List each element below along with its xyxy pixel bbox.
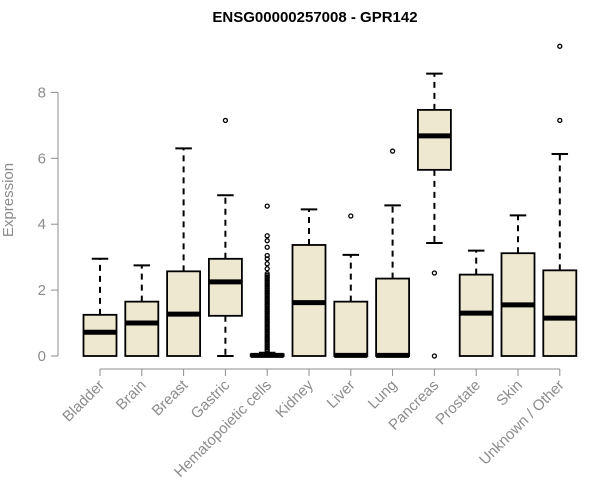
outlier-point <box>389 148 396 154</box>
y-axis: 0 2 4 6 8 <box>38 84 59 365</box>
outlier-point <box>264 266 270 272</box>
x-tick-label: Brain <box>113 377 150 414</box>
outlier-point <box>431 353 438 359</box>
box-gastric <box>207 117 243 357</box>
outlier-point <box>557 117 563 124</box>
box-bladder <box>82 257 118 357</box>
box-lung <box>375 148 411 358</box>
y-tick-label: 4 <box>38 216 46 233</box>
box-body <box>416 108 452 171</box>
x-tick-label: Liver <box>324 377 359 412</box>
outlier-point <box>264 203 270 209</box>
y-axis-label: Expression <box>0 163 17 237</box>
outlier-point <box>557 43 563 49</box>
outlier-point <box>264 348 270 354</box>
outlier-point <box>264 238 270 244</box>
x-tick-label: Prostate <box>432 377 484 429</box>
outlier-point <box>264 252 270 259</box>
x-tick-label: Kidney <box>272 376 317 421</box>
y-tick-label: 8 <box>38 84 46 101</box>
box-kidney <box>291 208 327 357</box>
box-liver <box>333 213 369 358</box>
outlier-point <box>264 256 270 262</box>
outlier-point <box>431 270 438 276</box>
box-body <box>124 300 160 357</box>
box-hematopoietic-cells <box>249 203 285 358</box>
box-body <box>375 277 411 357</box>
x-tick-label: Breast <box>149 376 192 419</box>
box-pancreas <box>416 72 452 359</box>
box-breast <box>166 147 202 357</box>
box-body <box>333 300 369 357</box>
outlier-point <box>348 213 354 219</box>
outlier-point <box>264 233 270 239</box>
outlier-point <box>264 244 270 250</box>
outlier-point <box>222 117 229 124</box>
box-series <box>82 43 578 359</box>
box-body <box>207 257 243 317</box>
box-prostate <box>458 249 494 357</box>
x-tick-label: Bladder <box>59 377 108 426</box>
outlier-point <box>264 261 270 267</box>
chart-title: ENSG00000257008 - GPR142 <box>212 9 417 26</box>
box-body <box>542 269 578 357</box>
y-tick-label: 0 <box>38 348 46 365</box>
box-brain <box>124 264 160 357</box>
x-tick-label: Lung <box>365 377 401 413</box>
y-tick-label: 6 <box>38 150 46 167</box>
box-skin <box>500 214 536 357</box>
box-unknown-other <box>542 43 578 357</box>
box-body <box>82 313 118 357</box>
x-tick-label: Skin <box>493 377 526 410</box>
y-tick-label: 2 <box>38 282 46 299</box>
